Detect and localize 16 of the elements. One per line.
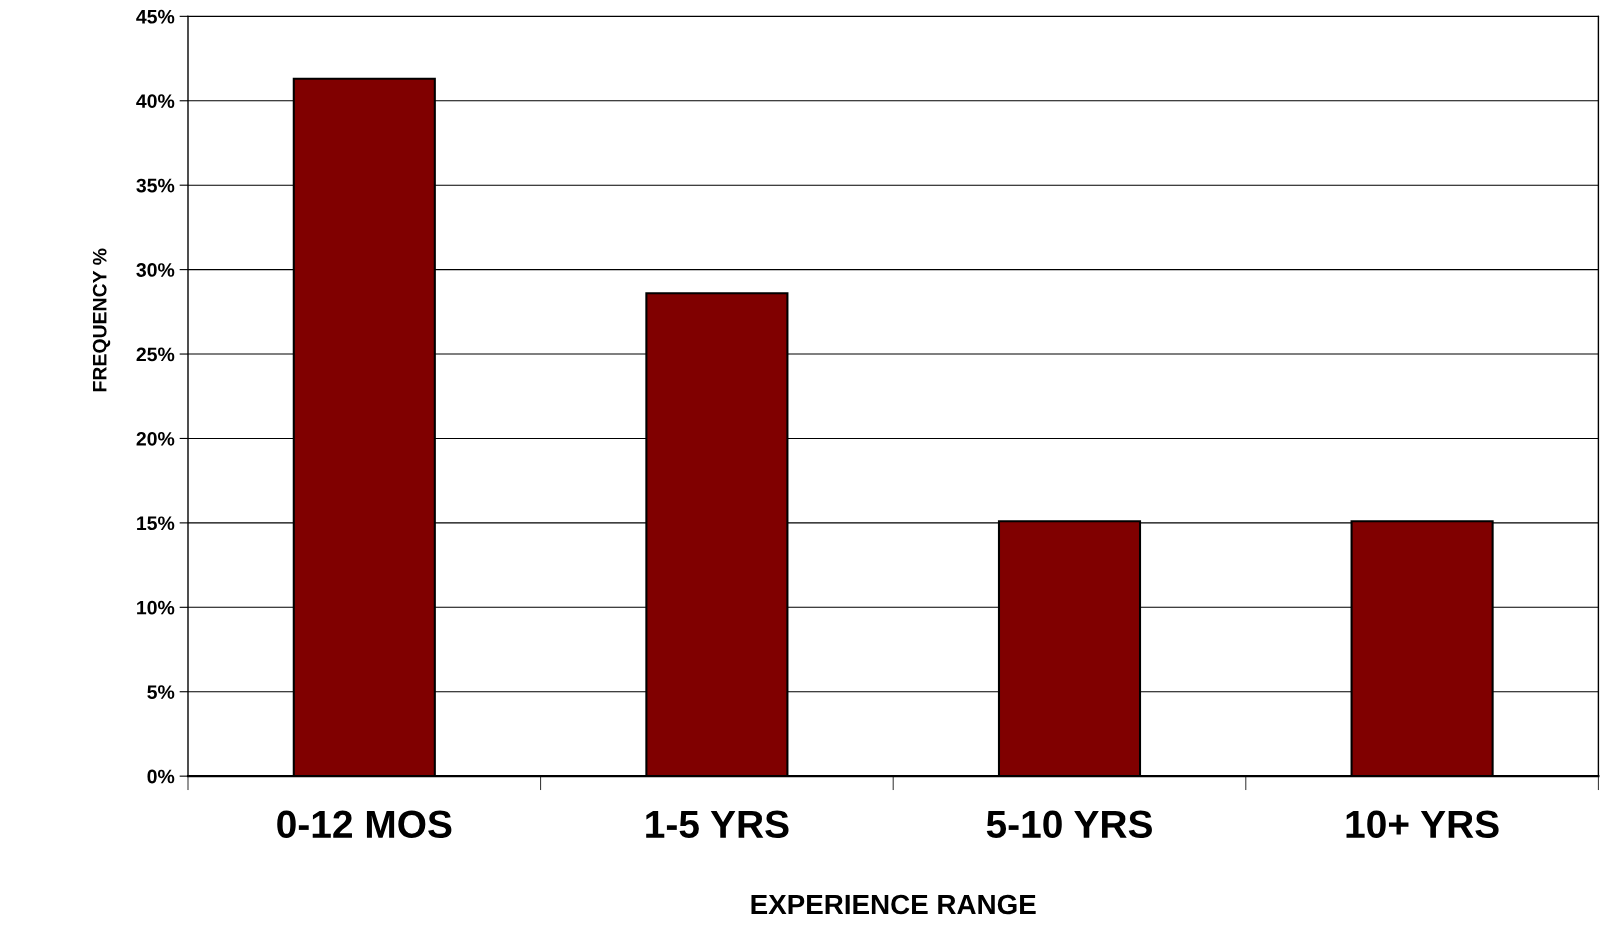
y-tick-label: 10%	[137, 600, 175, 615]
y-tick-label: 5%	[147, 685, 175, 699]
x-tick-label: 10+ YRS	[1346, 810, 1499, 839]
y-tick-label: 35%	[136, 178, 175, 193]
y-tick-label: 0%	[147, 769, 175, 784]
x-tick-label: 0-12 MOS	[277, 810, 452, 839]
y-tick-label: 45%	[136, 9, 175, 24]
x-tick-label: 1-5 YRS	[646, 810, 789, 839]
x-axis-title: EXPERIENCE RANGE	[751, 894, 1036, 915]
y-tick-label: 40%	[136, 94, 175, 109]
y-axis-title: FREQUENCY %	[92, 248, 111, 392]
y-tick-label: 25%	[136, 347, 175, 362]
y-tick-label: 20%	[136, 431, 175, 446]
x-tick-label: 5-10 YRS	[986, 810, 1152, 839]
y-tick-label: 30%	[136, 263, 175, 277]
y-tick-label: 15%	[137, 516, 175, 531]
